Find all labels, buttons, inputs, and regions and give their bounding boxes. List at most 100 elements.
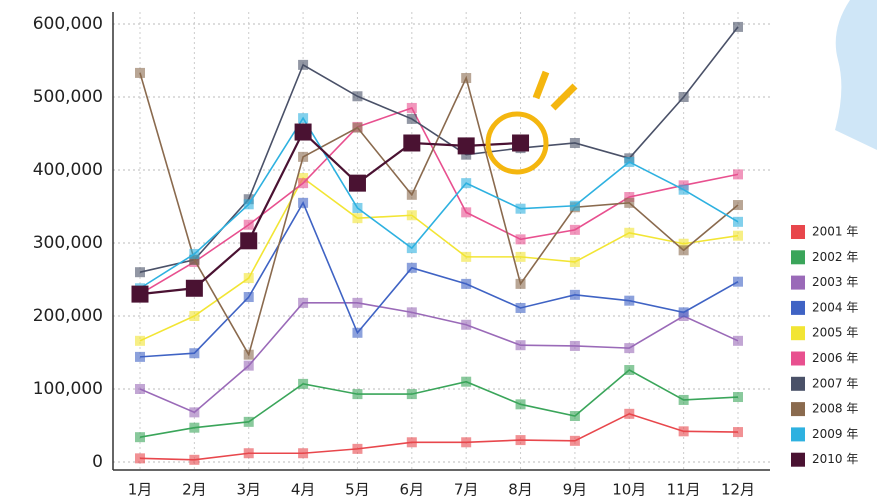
x-tick-label: 7月 (454, 481, 479, 499)
legend-label: 2002 年 (812, 250, 858, 264)
data-point (569, 256, 580, 267)
data-point (298, 197, 309, 208)
data-point (352, 327, 363, 338)
data-point (131, 285, 149, 303)
data-point (189, 254, 200, 265)
data-point (352, 389, 363, 400)
data-point (189, 311, 200, 321)
data-point (243, 360, 254, 371)
data-point (457, 137, 475, 155)
data-point (678, 307, 689, 318)
legend-swatch (791, 452, 805, 467)
legend-swatch (791, 225, 805, 239)
data-point (406, 210, 417, 221)
data-point (406, 102, 417, 113)
x-tick-label: 2月 (182, 481, 207, 499)
data-point (298, 173, 309, 184)
data-point (298, 113, 309, 124)
data-point (461, 149, 472, 160)
data-point (733, 216, 743, 227)
legend-swatch (791, 402, 805, 417)
legend-label: 2010 年 (812, 452, 858, 466)
data-point (461, 207, 472, 218)
data-point (298, 378, 309, 389)
data-point (515, 234, 526, 245)
legend-label: 2009 年 (812, 427, 858, 441)
data-point (461, 376, 472, 387)
data-point (461, 73, 472, 84)
data-point (678, 238, 689, 249)
data-point (135, 335, 145, 346)
data-point (678, 92, 689, 102)
x-tick-label: 3月 (236, 481, 261, 499)
x-tick-label: 8月 (508, 481, 533, 499)
series-line (139, 369, 739, 438)
x-tick-label: 6月 (400, 481, 425, 499)
data-point (678, 184, 689, 195)
data-point (243, 292, 254, 303)
series-line (139, 302, 739, 414)
data-point (461, 278, 472, 289)
legend-swatch (791, 376, 805, 391)
data-point (515, 251, 526, 262)
data-point (406, 262, 417, 273)
data-point (243, 194, 254, 205)
series-line (139, 201, 739, 358)
y-tick-label: 100,000 (33, 379, 103, 399)
series-line (139, 116, 739, 289)
plot: 0 100,000 200,000 300,000 400,000 500,000 600,… (33, 12, 770, 499)
legend-label: 2003 年 (812, 275, 858, 289)
data-point (624, 343, 635, 354)
data-point (298, 448, 309, 459)
data-point (406, 389, 417, 400)
data-point (733, 335, 743, 346)
x-tick-label: 10月 (612, 481, 646, 499)
data-point (352, 91, 363, 102)
data-point (298, 59, 309, 70)
data-point (189, 248, 200, 259)
data-point (189, 454, 200, 465)
data-point (624, 227, 635, 238)
highlight-circle (485, 111, 549, 175)
data-point (733, 200, 743, 211)
data-point (733, 21, 743, 32)
data-point (461, 251, 472, 262)
data-point (348, 174, 366, 192)
data-point (624, 408, 635, 419)
data-point (515, 399, 526, 410)
data-point (189, 422, 200, 433)
data-point (515, 278, 526, 289)
data-point (298, 151, 309, 162)
data-point (243, 349, 254, 360)
data-point (515, 435, 526, 446)
x-tick-label: 4月 (291, 481, 316, 499)
data-point (243, 448, 254, 459)
data-point (569, 137, 580, 148)
data-point (352, 213, 363, 224)
data-point (135, 432, 145, 443)
legend-label: 2004 年 (812, 300, 858, 314)
data-point (624, 192, 635, 203)
data-point (135, 384, 145, 394)
series-line (139, 176, 739, 342)
legend-swatch (791, 326, 805, 341)
data-point (406, 189, 417, 200)
legend-swatch (791, 427, 805, 442)
data-point (298, 178, 309, 189)
data-point (403, 134, 421, 152)
data-point (569, 435, 580, 446)
series-line (139, 106, 739, 295)
data-point (678, 245, 689, 256)
legend-label: 2006 年 (812, 351, 858, 365)
data-point (569, 289, 580, 300)
data-point (352, 443, 363, 454)
y-tick-label: 300,000 (33, 233, 103, 253)
data-point (243, 199, 254, 210)
data-point (624, 295, 635, 306)
y-tick-label: 600,000 (33, 14, 103, 34)
data-point (135, 67, 145, 78)
series-line (139, 412, 739, 461)
data-point (624, 197, 635, 208)
data-point (189, 407, 200, 418)
